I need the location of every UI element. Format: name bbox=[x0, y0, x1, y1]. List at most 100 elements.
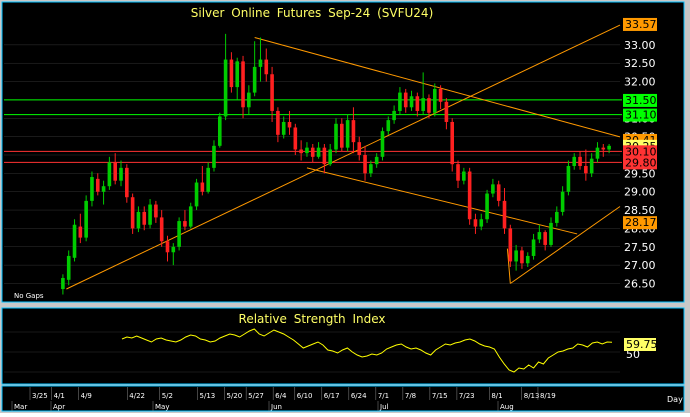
candle-body[interactable] bbox=[78, 226, 83, 238]
candle-body[interactable] bbox=[374, 156, 379, 165]
candle-body[interactable] bbox=[595, 147, 600, 159]
candle-body[interactable] bbox=[154, 204, 158, 218]
trend-line[interactable] bbox=[254, 37, 621, 138]
candle-body[interactable] bbox=[171, 246, 176, 253]
candle-body[interactable] bbox=[310, 147, 315, 157]
candle-body[interactable] bbox=[177, 221, 181, 247]
candle-body[interactable] bbox=[450, 121, 455, 165]
price-panel[interactable] bbox=[1, 1, 685, 303]
trend-line[interactable] bbox=[506, 248, 511, 284]
candle-body[interactable] bbox=[444, 101, 449, 122]
candle-body[interactable] bbox=[125, 167, 129, 198]
candle-body[interactable] bbox=[200, 182, 205, 192]
candle-body[interactable] bbox=[525, 255, 530, 264]
candle-body[interactable] bbox=[560, 191, 565, 212]
candle-body[interactable] bbox=[217, 116, 222, 146]
candle-body[interactable] bbox=[247, 92, 251, 108]
candle-body[interactable] bbox=[485, 193, 489, 220]
candle-body[interactable] bbox=[398, 92, 402, 111]
trend-line[interactable] bbox=[66, 24, 621, 290]
trend-line[interactable] bbox=[306, 167, 578, 235]
candle-body[interactable] bbox=[380, 131, 385, 157]
candle-body[interactable] bbox=[584, 166, 588, 174]
candle-body[interactable] bbox=[142, 211, 147, 225]
candle-body[interactable] bbox=[188, 206, 193, 227]
candle-body[interactable] bbox=[427, 98, 431, 113]
candle-body[interactable] bbox=[462, 171, 466, 181]
candle-body[interactable] bbox=[241, 61, 245, 108]
candle-body[interactable] bbox=[508, 228, 513, 262]
candle-body[interactable] bbox=[403, 92, 408, 108]
candle-body[interactable] bbox=[235, 61, 240, 88]
candle-body[interactable] bbox=[531, 239, 536, 256]
candle-body[interactable] bbox=[183, 221, 187, 227]
candle-body[interactable] bbox=[514, 250, 518, 262]
rsi-panel[interactable] bbox=[1, 307, 685, 385]
candle-body[interactable] bbox=[113, 162, 118, 181]
candle-body[interactable] bbox=[473, 219, 478, 227]
candle-body[interactable] bbox=[264, 59, 269, 75]
candle-body[interactable] bbox=[432, 88, 437, 113]
candle-body[interactable] bbox=[554, 211, 559, 223]
candle-body[interactable] bbox=[148, 204, 152, 225]
candle-body[interactable] bbox=[537, 232, 542, 240]
candle-body[interactable] bbox=[566, 166, 571, 192]
candle-body[interactable] bbox=[305, 147, 309, 154]
candle-body[interactable] bbox=[479, 219, 484, 227]
candle-body[interactable] bbox=[415, 96, 420, 111]
candle-body[interactable] bbox=[95, 178, 100, 192]
candle-body[interactable] bbox=[84, 200, 88, 238]
candle-body[interactable] bbox=[549, 222, 553, 245]
candle-body[interactable] bbox=[299, 149, 303, 154]
candle-body[interactable] bbox=[357, 142, 362, 155]
candle-body[interactable] bbox=[543, 232, 547, 245]
candle-body[interactable] bbox=[328, 149, 332, 165]
candle-body[interactable] bbox=[456, 164, 460, 181]
candle-body[interactable] bbox=[491, 184, 495, 194]
candle-body[interactable] bbox=[496, 184, 501, 201]
trend-line[interactable] bbox=[510, 206, 621, 284]
candle-body[interactable] bbox=[66, 255, 71, 280]
candle-body[interactable] bbox=[351, 120, 356, 143]
candle-body[interactable] bbox=[252, 66, 257, 93]
candle-body[interactable] bbox=[421, 98, 425, 111]
candle-body[interactable] bbox=[194, 182, 199, 207]
candle-body[interactable] bbox=[90, 177, 94, 201]
candle-body[interactable] bbox=[72, 224, 77, 258]
candle-body[interactable] bbox=[229, 59, 234, 88]
candle-body[interactable] bbox=[212, 145, 216, 168]
candle-body[interactable] bbox=[369, 164, 373, 174]
candle-body[interactable] bbox=[345, 120, 350, 148]
candle-body[interactable] bbox=[520, 250, 524, 264]
candle-body[interactable] bbox=[607, 145, 611, 150]
candle-body[interactable] bbox=[287, 121, 292, 128]
candle-body[interactable] bbox=[276, 110, 280, 135]
candle-body[interactable] bbox=[281, 121, 286, 135]
candle-body[interactable] bbox=[206, 167, 210, 192]
candle-body[interactable] bbox=[61, 277, 65, 289]
candle-body[interactable] bbox=[502, 200, 507, 229]
candle-body[interactable] bbox=[438, 88, 443, 102]
candle-body[interactable] bbox=[409, 96, 414, 108]
candle-body[interactable] bbox=[363, 155, 367, 174]
candle-body[interactable] bbox=[165, 241, 170, 253]
candle-body[interactable] bbox=[136, 211, 141, 229]
candle-body[interactable] bbox=[258, 59, 263, 67]
candle-body[interactable] bbox=[467, 171, 472, 220]
candle-body[interactable] bbox=[572, 156, 577, 167]
candle-body[interactable] bbox=[334, 123, 338, 150]
candle-body[interactable] bbox=[589, 158, 594, 174]
candle-body[interactable] bbox=[340, 123, 344, 148]
candle-body[interactable] bbox=[107, 162, 112, 187]
candle-body[interactable] bbox=[101, 186, 106, 192]
candle-body[interactable] bbox=[601, 147, 606, 150]
candle-body[interactable] bbox=[293, 127, 298, 150]
candle-body[interactable] bbox=[392, 110, 396, 121]
candle-body[interactable] bbox=[316, 147, 321, 157]
candle-body[interactable] bbox=[578, 156, 582, 167]
candle-body[interactable] bbox=[159, 217, 164, 242]
candle-body[interactable] bbox=[130, 197, 135, 229]
candle-body[interactable] bbox=[386, 120, 391, 132]
candle-body[interactable] bbox=[119, 167, 123, 181]
candle-body[interactable] bbox=[322, 147, 327, 165]
